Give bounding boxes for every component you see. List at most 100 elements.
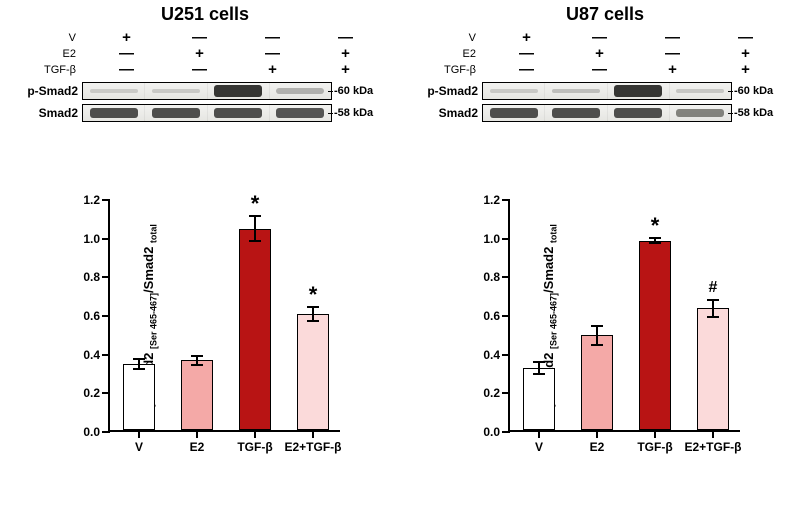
y-tick bbox=[102, 392, 110, 394]
blot-band bbox=[90, 89, 138, 93]
treatment-mark: + bbox=[709, 47, 782, 61]
bar bbox=[181, 360, 213, 430]
blot-label: Smad2 bbox=[20, 106, 82, 120]
bar bbox=[581, 335, 613, 430]
y-tick bbox=[502, 354, 510, 356]
y-tick bbox=[102, 431, 110, 433]
error-bar bbox=[712, 299, 714, 318]
blot-band bbox=[90, 108, 138, 119]
blot-band bbox=[676, 89, 724, 94]
treatment-mark: — bbox=[163, 63, 236, 77]
x-tick-label: V bbox=[135, 440, 143, 454]
y-tick-label: 1.2 bbox=[472, 193, 500, 207]
error-bar bbox=[254, 215, 256, 242]
y-tick bbox=[502, 315, 510, 317]
x-tick bbox=[196, 430, 198, 438]
error-bar bbox=[654, 237, 656, 245]
bar bbox=[123, 364, 155, 430]
blot-lane bbox=[145, 105, 207, 121]
blot-lane bbox=[545, 105, 607, 121]
blot-lane bbox=[208, 105, 270, 121]
blot-lanes bbox=[82, 82, 332, 100]
treatment-mark: + bbox=[563, 47, 636, 61]
blot-band bbox=[152, 108, 200, 119]
treatment-label: TGF-β bbox=[420, 64, 482, 76]
panel-u251: U251 cellsV+———E2—+—+TGF-β——++p-Smad2-60… bbox=[20, 0, 390, 516]
bar-chart: p-Smad2 [Ser 465-467]/Smad2 total0.00.20… bbox=[460, 190, 760, 490]
blot-label: Smad2 bbox=[420, 106, 482, 120]
blot-lane bbox=[83, 105, 145, 121]
blot-lane bbox=[608, 105, 670, 121]
treatment-mark: + bbox=[636, 63, 709, 77]
x-tick bbox=[596, 430, 598, 438]
y-tick-label: 0.8 bbox=[472, 270, 500, 284]
significance-marker: # bbox=[709, 283, 718, 293]
treatment-label: E2 bbox=[20, 48, 82, 60]
treatment-mark: — bbox=[709, 31, 782, 45]
x-tick-label: TGF-β bbox=[637, 440, 672, 454]
blot-band bbox=[490, 89, 538, 93]
blot-row: Smad2-58 kDa bbox=[20, 102, 390, 124]
treatment-row: E2—+—+ bbox=[420, 46, 790, 62]
blot-band bbox=[152, 89, 200, 93]
error-bar bbox=[596, 325, 598, 346]
significance-marker: * bbox=[651, 221, 660, 231]
x-tick-label: E2 bbox=[190, 440, 205, 454]
y-tick-label: 0.0 bbox=[472, 425, 500, 439]
treatment-row: V+——— bbox=[420, 30, 790, 46]
western-blot-block: p-Smad2-60 kDaSmad2-58 kDa bbox=[20, 80, 390, 124]
y-tick-label: 0.4 bbox=[72, 348, 100, 362]
blot-band bbox=[276, 108, 324, 118]
y-tick bbox=[502, 238, 510, 240]
y-tick-label: 1.0 bbox=[72, 232, 100, 246]
treatment-label: E2 bbox=[420, 48, 482, 60]
blot-lane bbox=[483, 83, 545, 99]
x-tick bbox=[538, 430, 540, 438]
blot-lanes bbox=[82, 104, 332, 122]
x-tick-label: V bbox=[535, 440, 543, 454]
western-blot-block: p-Smad2 -60 kDa Smad2-58 kDa bbox=[420, 80, 790, 124]
blot-band bbox=[614, 108, 662, 119]
x-tick-label: E2+TGF-β bbox=[685, 440, 742, 454]
treatment-label: V bbox=[20, 32, 82, 44]
treatment-grid: V+———E2—+—+TGF-β——++ bbox=[20, 30, 390, 78]
blot-band bbox=[676, 109, 724, 117]
y-tick-label: 0.2 bbox=[472, 386, 500, 400]
blot-band bbox=[214, 85, 262, 97]
x-tick bbox=[712, 430, 714, 438]
blot-lane bbox=[670, 105, 731, 121]
x-tick-label: E2+TGF-β bbox=[285, 440, 342, 454]
treatment-mark: — bbox=[90, 47, 163, 61]
blot-label: p-Smad2 bbox=[420, 84, 482, 98]
blot-band bbox=[276, 88, 324, 94]
blot-band bbox=[552, 108, 600, 119]
plot-area: 0.00.20.40.60.81.01.2VE2*TGF-β#E2+TGF-β bbox=[508, 200, 740, 432]
x-tick bbox=[312, 430, 314, 438]
blot-row: Smad2-58 kDa bbox=[420, 102, 790, 124]
x-tick bbox=[138, 430, 140, 438]
y-tick bbox=[102, 238, 110, 240]
blot-lanes bbox=[482, 104, 732, 122]
treatment-mark: — bbox=[490, 63, 563, 77]
bar bbox=[639, 241, 671, 430]
treatment-mark: + bbox=[490, 31, 563, 45]
treatment-row: TGF-β——++ bbox=[420, 62, 790, 78]
treatment-mark: — bbox=[90, 63, 163, 77]
treatment-mark: — bbox=[309, 31, 382, 45]
blot-label: p-Smad2 bbox=[20, 84, 82, 98]
y-tick-label: 0.4 bbox=[472, 348, 500, 362]
treatment-row: V+——— bbox=[20, 30, 390, 46]
bar bbox=[523, 368, 555, 430]
blot-lane bbox=[483, 105, 545, 121]
significance-marker: * bbox=[251, 199, 260, 209]
error-bar bbox=[312, 306, 314, 321]
error-bar bbox=[538, 361, 540, 375]
y-tick bbox=[502, 392, 510, 394]
treatment-mark: + bbox=[163, 47, 236, 61]
treatment-row: E2—+—+ bbox=[20, 46, 390, 62]
significance-marker: * bbox=[309, 290, 318, 300]
molecular-weight-label: -60 kDa bbox=[732, 85, 782, 97]
blot-lane bbox=[270, 83, 331, 99]
treatment-row: TGF-β——++ bbox=[20, 62, 390, 78]
y-tick bbox=[102, 315, 110, 317]
